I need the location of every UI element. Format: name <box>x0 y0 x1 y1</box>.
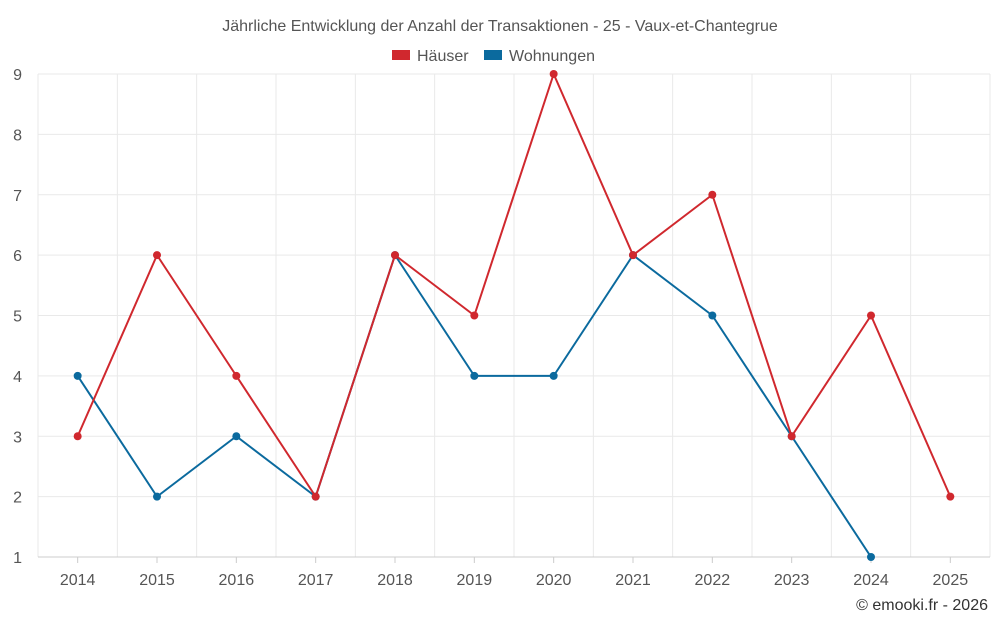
x-tick-label: 2020 <box>536 572 572 589</box>
legend-swatch-wohnungen <box>484 50 502 60</box>
y-tick-label: 3 <box>13 429 22 446</box>
y-tick-label: 9 <box>13 67 22 84</box>
x-tick-label: 2014 <box>60 572 96 589</box>
data-point-haeuser[interactable] <box>629 251 637 260</box>
x-axis-ticks: 2014 2015 2016 2017 2018 2019 2020 2021 2022 2023… <box>60 557 968 589</box>
y-tick-label: 5 <box>13 309 22 326</box>
x-tick-label: 2016 <box>219 572 255 589</box>
legend-label-haeuser[interactable]: Häuser <box>417 48 469 65</box>
x-tick-label: 2024 <box>853 572 889 589</box>
data-point-wohnungen[interactable] <box>708 311 717 320</box>
x-tick-label: 2019 <box>457 572 493 589</box>
data-point-wohnungen[interactable] <box>153 492 161 501</box>
x-tick-label: 2017 <box>298 572 334 589</box>
data-point-haeuser[interactable] <box>549 70 558 78</box>
data-point-wohnungen[interactable] <box>867 553 875 561</box>
data-point-haeuser[interactable] <box>867 311 875 320</box>
x-tick-label: 2021 <box>615 572 651 589</box>
y-axis-ticks: 1 2 3 4 5 6 7 8 9 <box>13 67 22 567</box>
x-tick-label: 2023 <box>774 572 810 589</box>
series-group <box>73 70 955 561</box>
data-point-haeuser[interactable] <box>311 492 320 501</box>
chart-title: Jährliche Entwicklung der Anzahl der Tra… <box>222 18 778 35</box>
x-tick-label: 2025 <box>933 572 969 589</box>
data-point-haeuser[interactable] <box>708 190 717 199</box>
legend: Häuser Wohnungen <box>392 48 595 65</box>
data-point-haeuser[interactable] <box>946 492 955 501</box>
data-point-haeuser[interactable] <box>232 371 241 380</box>
data-point-wohnungen[interactable] <box>73 371 82 380</box>
credit-text: © emooki.fr - 2026 <box>856 597 988 614</box>
y-tick-label: 2 <box>13 490 22 507</box>
data-point-wohnungen[interactable] <box>232 432 241 441</box>
x-tick-label: 2018 <box>377 572 413 589</box>
x-tick-label: 2015 <box>139 572 175 589</box>
data-point-haeuser[interactable] <box>787 432 796 441</box>
grid <box>37 73 991 558</box>
x-tick-label: 2022 <box>695 572 731 589</box>
data-point-haeuser[interactable] <box>73 432 82 441</box>
legend-swatch-haeuser <box>392 50 410 60</box>
legend-label-wohnungen[interactable]: Wohnungen <box>509 48 595 65</box>
y-tick-label: 1 <box>13 550 22 567</box>
series-line-haeuser <box>76 73 952 498</box>
data-point-wohnungen[interactable] <box>549 371 558 380</box>
data-point-haeuser[interactable] <box>391 251 399 260</box>
y-tick-label: 8 <box>13 127 22 144</box>
y-tick-label: 6 <box>13 248 22 265</box>
y-tick-label: 4 <box>13 369 22 386</box>
data-point-wohnungen[interactable] <box>470 371 479 380</box>
data-point-haeuser[interactable] <box>153 251 161 260</box>
data-point-haeuser[interactable] <box>470 311 479 320</box>
y-tick-label: 7 <box>13 188 22 205</box>
